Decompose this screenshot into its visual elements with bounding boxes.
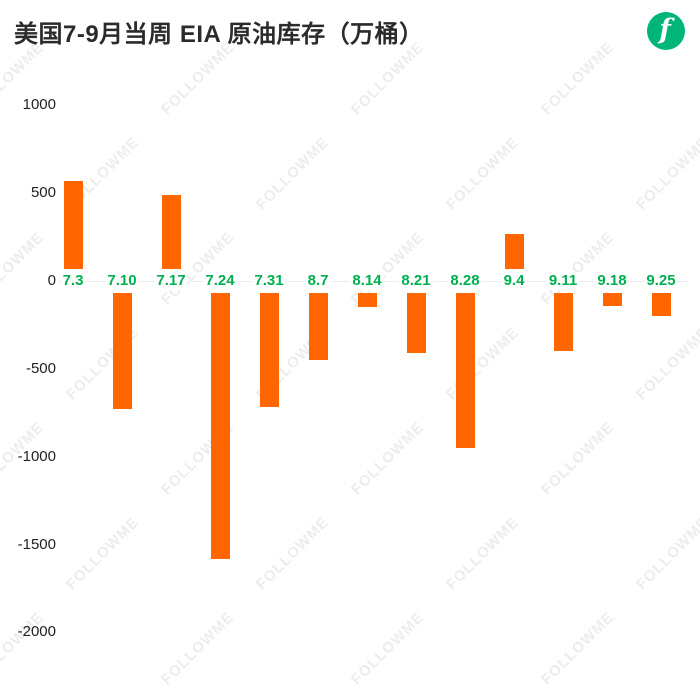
bar <box>504 233 524 269</box>
chart-title: 美国7-9月当周 EIA 原油库存（万桶） <box>14 21 424 48</box>
category-label: 8.21 <box>399 272 433 290</box>
category-label: 9.25 <box>644 272 678 290</box>
category-label: 7.10 <box>105 272 139 290</box>
followme-logo-icon: f <box>647 12 685 50</box>
bar <box>651 293 671 317</box>
bar <box>161 194 181 269</box>
bar <box>455 293 475 448</box>
bar <box>63 180 83 269</box>
logo-letter: f <box>659 13 671 45</box>
category-label: 8.7 <box>305 272 331 290</box>
bar <box>406 293 426 354</box>
bar <box>308 293 328 361</box>
y-axis-tick-label: 500 <box>30 184 56 202</box>
category-label: 9.4 <box>501 272 527 290</box>
category-label: 7.3 <box>60 272 86 290</box>
bar <box>259 293 279 408</box>
y-axis-tick-label: 1000 <box>22 96 56 114</box>
category-label: 7.24 <box>203 272 237 290</box>
y-axis-tick-label: -500 <box>25 359 56 377</box>
y-axis-tick-label: -1500 <box>17 535 56 553</box>
category-label: 8.28 <box>448 272 482 290</box>
bar <box>553 293 573 352</box>
bar <box>112 293 132 410</box>
y-axis-tick-label: 0 <box>47 272 56 289</box>
category-label: 7.17 <box>154 272 188 290</box>
bar <box>357 293 377 308</box>
bar <box>602 293 622 306</box>
category-label: 9.11 <box>546 272 580 290</box>
category-label: 7.31 <box>252 272 286 290</box>
category-label: 9.18 <box>595 272 629 290</box>
bar <box>210 293 230 559</box>
y-axis-tick-label: -2000 <box>17 623 56 641</box>
y-axis-tick-label: -1000 <box>17 447 56 465</box>
category-label: 8.14 <box>350 272 384 290</box>
